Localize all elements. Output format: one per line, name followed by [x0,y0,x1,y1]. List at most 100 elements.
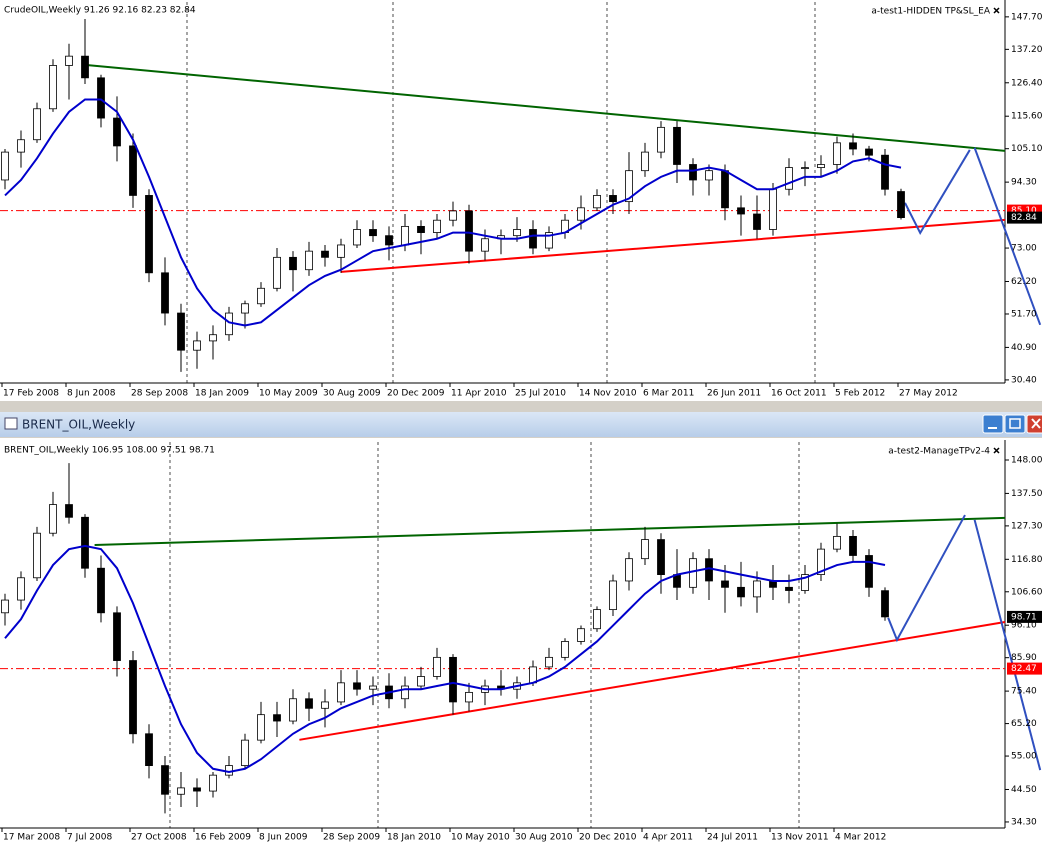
candle-body [225,312,233,336]
chart-header: CrudeOIL,Weekly 91.26 92.16 82.23 82.84 [4,6,196,16]
candle-body [1,151,9,181]
candle-body [161,272,169,314]
candle-body [545,232,553,249]
candle-body [97,567,105,614]
candle-body [721,580,729,588]
candle-body [801,167,809,169]
candle-body [49,504,57,534]
candle-body [305,698,313,709]
y-tick-label: 30.40 [1011,375,1037,385]
candle-body [81,55,89,79]
candle-body [369,685,377,690]
x-tick-label: 26 Jun 2011 [707,389,761,399]
candle-body [673,126,681,165]
y-tick-label: 55.00 [1011,752,1037,762]
x-tick-label: 5 Feb 2012 [835,389,885,399]
candle-body [593,609,601,630]
x-tick-label: 25 Jul 2010 [515,389,566,399]
trendline [299,621,1006,741]
candle-body [465,691,473,703]
candle-body [689,558,697,588]
window-icon [4,417,18,430]
candle-body [241,303,249,314]
candle-body [737,586,745,598]
candle-body [641,151,649,172]
candle-body [721,170,729,209]
moving-average [4,544,886,773]
y-tick-label: 137.50 [1011,489,1042,499]
x-tick-label: 18 Jan 2009 [195,389,249,399]
candle-body [625,170,633,203]
candle-body [385,235,393,246]
x-tick-label: 20 Dec 2009 [387,389,445,399]
y-tick-label: 94.30 [1011,178,1037,188]
y-tick-label: 126.40 [1011,78,1042,88]
candle-body [593,195,601,209]
x-tick-label: 27 Oct 2008 [131,833,187,843]
candle-body [65,504,73,518]
y-tick-label: 40.90 [1011,343,1037,353]
candle-body [353,229,361,246]
candle-body [81,516,89,569]
candle-body [177,787,185,795]
x-tick-label: 20 Dec 2010 [579,833,637,843]
x-tick-label: 17 Mar 2008 [3,833,60,843]
y-tick-label: 148.00 [1011,455,1042,465]
x-tick-label: 16 Oct 2011 [771,389,827,399]
y-tick-label: 62.20 [1011,277,1037,287]
candle-body [513,229,521,237]
chart-header: BRENT_OIL,Weekly 106.95 108.00 97.51 98.… [4,446,215,456]
candle-body [753,580,761,598]
close-button[interactable] [1026,414,1042,434]
minimize-button[interactable] [982,414,1004,434]
candle-body [433,656,441,677]
candle-body [321,701,329,709]
y-tick-label: 51.70 [1011,309,1037,319]
price-label: 82.47 [1011,664,1037,674]
candle-body [65,55,73,66]
candle-body [289,698,297,722]
candle-body [225,765,233,776]
candle-body [609,195,617,203]
trendline [904,149,971,235]
x-tick-label: 14 Nov 2010 [579,389,637,399]
expert-remove-icon [993,447,1000,454]
x-tick-label: 11 Apr 2010 [451,389,507,399]
bid-label-box [1007,610,1042,623]
x-tick-label: 10 May 2009 [259,389,318,399]
trendline [887,514,966,643]
y-tick-label: 127.30 [1011,521,1042,531]
y-tick-label: 44.50 [1011,785,1037,795]
candle-body [865,148,873,156]
candle-body [849,142,857,150]
x-tick-label: 24 Jul 2011 [707,833,758,843]
candle-body [865,555,873,588]
candle-body [449,210,457,221]
candle-body [17,577,25,601]
candle-body [769,188,777,230]
trendline [84,63,1006,152]
candle-body [337,244,345,258]
candle-body [737,207,745,215]
y-tick-label: 34.30 [1011,817,1037,827]
candle-body [785,586,793,591]
candle-body [257,714,265,741]
x-tick-label: 4 Mar 2012 [835,833,886,843]
x-tick-label: 8 Jun 2008 [67,389,116,399]
candle-body [561,641,569,658]
candle-body [577,207,585,221]
x-tick-label: 6 Mar 2011 [643,389,694,399]
bid-label: 98.71 [1011,612,1037,622]
candle-body [625,558,633,582]
maximize-button[interactable] [1004,414,1026,434]
candle-body [321,250,329,258]
candle-body [97,77,105,119]
candle-body [337,682,345,703]
candle-body [817,164,825,168]
trendline [973,519,1042,771]
candle-body [577,628,585,642]
window-titlebar [0,412,1042,437]
x-tick-label: 13 Nov 2011 [771,833,829,843]
candle-body [177,312,185,351]
